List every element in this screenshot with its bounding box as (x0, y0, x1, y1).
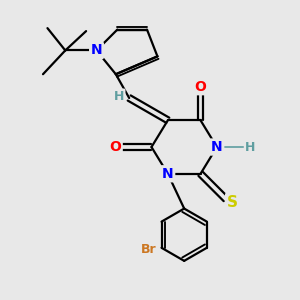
Text: H: H (245, 140, 256, 154)
Text: N: N (162, 167, 174, 181)
Text: O: O (109, 140, 121, 154)
Text: Br: Br (141, 243, 157, 256)
Text: H: H (114, 90, 124, 103)
Text: N: N (211, 140, 223, 154)
Text: O: O (195, 80, 206, 94)
Text: N: N (91, 44, 102, 57)
Text: S: S (227, 194, 238, 209)
